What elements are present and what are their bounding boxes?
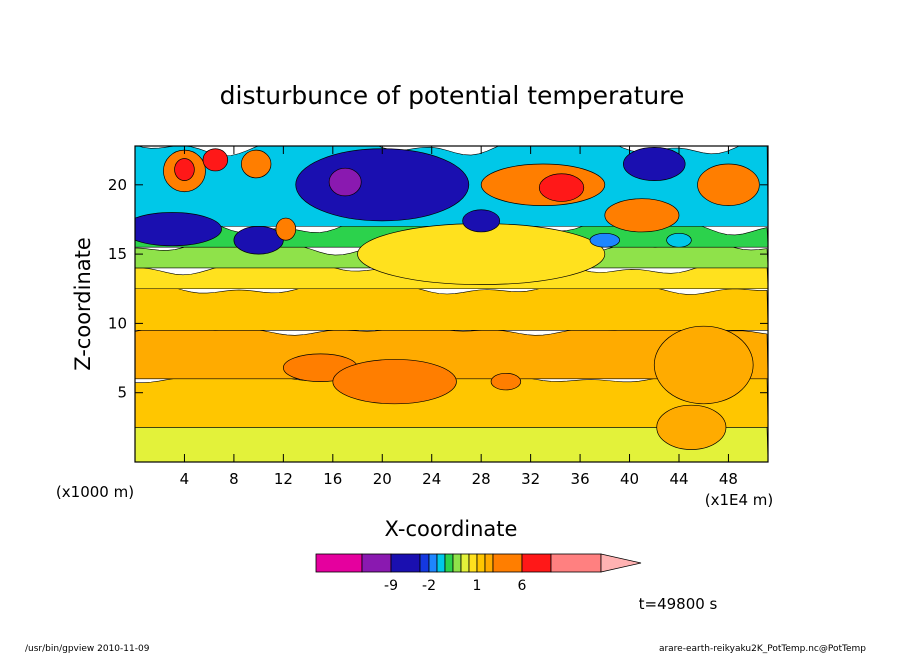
colorbar-swatch (419, 553, 430, 573)
contour-feature (656, 404, 727, 450)
colorbar-swatch (484, 553, 494, 573)
x-tick-label: 16 (323, 470, 342, 488)
contour-feature (653, 325, 754, 405)
colorbar-swatch (444, 553, 454, 573)
contour-feature (462, 209, 501, 233)
colorbar-swatch (468, 553, 478, 573)
x-axis: 4 8 12 16 20 24 28 32 36 40 44 48 (180, 146, 738, 488)
colorbar-tick-label: 6 (518, 578, 527, 594)
colorbar-tick-label: -2 (422, 578, 436, 594)
contour-feature (604, 198, 680, 233)
plot-area (135, 146, 768, 462)
y-axis: 5 10 15 20 (108, 176, 768, 402)
contour-feature (328, 167, 362, 197)
contour-feature (240, 149, 272, 179)
time-label: t=49800 s (639, 595, 718, 613)
colorbar-swatch (436, 553, 446, 573)
x-tick-label: 48 (719, 470, 738, 488)
colorbar-swatch (521, 553, 552, 573)
contour-feature (332, 359, 457, 405)
chart-title: disturbunce of potential temperature (220, 81, 685, 110)
x-tick-label: 12 (274, 470, 293, 488)
colorbar-swatch (390, 553, 421, 573)
contour-feature (490, 372, 522, 391)
contour-feature (622, 147, 686, 181)
x-tick-label: 36 (571, 470, 590, 488)
colorbar-swatch (361, 553, 392, 573)
x-tick-label: 32 (521, 470, 540, 488)
y-axis-label: Z-coordinate (71, 237, 95, 371)
colorbar-swatch (492, 553, 523, 573)
contour-band (135, 282, 768, 331)
colorbar-tick-label: 1 (473, 578, 482, 594)
contour-feature (202, 148, 229, 172)
contour-feature (295, 148, 470, 222)
x-tick-label: 40 (620, 470, 639, 488)
y-tick-label: 10 (108, 314, 127, 332)
x-tick-label: 44 (669, 470, 688, 488)
colorbar-swatch (428, 553, 438, 573)
x-tick-label: 28 (472, 470, 491, 488)
contour-feature (275, 217, 297, 241)
x-tick-label: 8 (229, 470, 239, 488)
footer-program: /usr/bin/gpview 2010-11-09 (25, 644, 150, 654)
x-axis-label: X-coordinate (385, 517, 518, 541)
colorbar-swatch (476, 553, 486, 573)
colorbar-swatch (460, 553, 470, 573)
contour-feature (357, 223, 606, 285)
y-tick-label: 15 (108, 245, 127, 263)
contour-feature (135, 212, 222, 247)
colorbar: -9 -2 1 6 (315, 553, 642, 594)
contour-feature (174, 158, 195, 181)
y-tick-label: 20 (108, 176, 127, 194)
contour-feature (697, 163, 760, 206)
x-tick-label: 20 (373, 470, 392, 488)
colorbar-swatch (315, 553, 363, 573)
contour-feature (538, 173, 585, 202)
footer-file: arare-earth-reikyaku2K_PotTemp.nc@PotTem… (659, 644, 866, 654)
x-tick-label: 4 (180, 470, 190, 488)
colorbar-tick-label: -9 (384, 578, 398, 594)
colorbar-swatch (550, 553, 602, 573)
colorbar-swatch (452, 553, 462, 573)
plot-frame (134, 145, 769, 463)
x-unit-label: (x1E4 m) (705, 491, 774, 509)
contour-feature (666, 232, 692, 248)
colorbar-extension (600, 553, 642, 573)
y-tick-label: 5 (117, 384, 127, 402)
contour-feature (589, 232, 620, 248)
x-tick-label: 24 (422, 470, 441, 488)
y-unit-label: (x1000 m) (56, 483, 134, 501)
